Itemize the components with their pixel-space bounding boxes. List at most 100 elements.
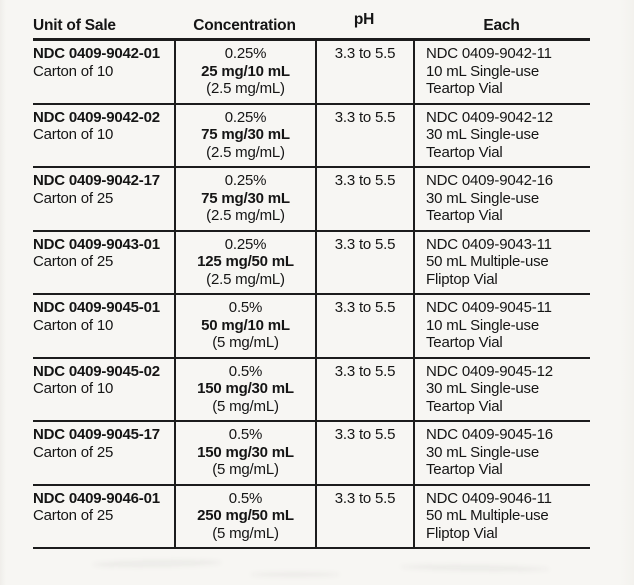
packaging-table: Unit of Sale Concentration pH Each NDC 0…: [33, 4, 590, 549]
scan-smudge: [91, 558, 223, 569]
unit-ndc-code: NDC 0409-9043-01: [33, 235, 160, 253]
column-header-unit-of-sale: Unit of Sale: [33, 17, 116, 34]
each-vial-type: Teartop Vial: [426, 80, 503, 97]
concentration-per-ml: (5 mg/mL): [212, 397, 279, 415]
each-ndc-code: NDC 0409-9045-12: [426, 362, 553, 380]
ph-cell: 3.3 to 5.5: [315, 358, 413, 420]
concentration-per-ml: (5 mg/mL): [212, 461, 279, 478]
ph-cell: 3.3 to 5.5: [315, 422, 413, 484]
table-row: NDC 0409-9045-17 Carton of 25 0.5% 150 m…: [33, 422, 590, 486]
each-ndc-code: NDC 0409-9042-16: [426, 172, 553, 189]
concentration-cell: 0.5% 250 mg/50 mL (5 mg/mL): [174, 485, 315, 547]
unit-ndc-code: NDC 0409-9042-17: [33, 172, 160, 189]
each-ndc-code: NDC 0409-9042-11: [426, 45, 552, 62]
each-cell: NDC 0409-9042-11 10 mL Single-use Tearto…: [413, 41, 590, 103]
unit-of-sale-cell: NDC 0409-9045-01 Carton of 10: [33, 295, 174, 357]
each-vial-type: Teartop Vial: [426, 397, 503, 415]
each-cell: NDC 0409-9045-12 30 mL Single-use Tearto…: [413, 358, 590, 420]
each-ndc-code: NDC 0409-9045-16: [426, 426, 553, 443]
concentration-amount: 25 mg/10 mL: [201, 62, 290, 80]
each-container-size: 10 mL Single-use: [426, 62, 539, 80]
unit-of-sale-cell: NDC 0409-9045-02 Carton of 10: [33, 359, 174, 421]
unit-of-sale-cell: NDC 0409-9045-17 Carton of 25: [33, 422, 174, 484]
concentration-per-ml: (5 mg/mL): [212, 334, 279, 351]
scan-smudge: [250, 572, 340, 577]
concentration-percent: 0.25%: [224, 172, 267, 189]
table-row: NDC 0409-9042-01 Carton of 10 0.25% 25 m…: [33, 41, 590, 105]
unit-ndc-code: NDC 0409-9042-02: [33, 108, 160, 126]
each-vial-type: Teartop Vial: [426, 207, 503, 224]
table-row: NDC 0409-9042-17 Carton of 25 0.25% 75 m…: [33, 168, 590, 232]
table-row: NDC 0409-9045-01 Carton of 10 0.5% 50 mg…: [33, 295, 590, 359]
each-ndc-code: NDC 0409-9045-11: [426, 299, 552, 316]
each-container-size: 50 mL Multiple-use: [426, 253, 549, 270]
unit-ndc-code: NDC 0409-9042-01: [33, 45, 160, 62]
scan-smudge: [399, 563, 551, 573]
unit-of-sale-cell: NDC 0409-9043-01 Carton of 25: [33, 232, 174, 294]
concentration-percent: 0.5%: [228, 362, 263, 380]
concentration-per-ml: (2.5 mg/mL): [206, 143, 285, 161]
column-header-concentration: Concentration: [193, 17, 296, 34]
each-cell: NDC 0409-9045-16 30 mL Single-use Tearto…: [413, 422, 590, 484]
each-cell: NDC 0409-9042-12 30 mL Single-use Tearto…: [413, 104, 590, 166]
concentration-cell: 0.5% 150 mg/30 mL (5 mg/mL): [174, 358, 315, 420]
unit-of-sale-cell: NDC 0409-9042-02 Carton of 10: [33, 105, 174, 167]
concentration-percent: 0.25%: [224, 108, 267, 126]
concentration-amount: 150 mg/30 mL: [197, 380, 294, 397]
each-container-size: 10 mL Single-use: [426, 316, 539, 334]
each-cell: NDC 0409-9043-11 50 mL Multiple-use Flip…: [413, 231, 590, 293]
unit-pack-size: Carton of 25: [33, 253, 114, 270]
ph-cell: 3.3 to 5.5: [315, 168, 413, 230]
concentration-per-ml: (2.5 mg/mL): [206, 207, 285, 224]
unit-of-sale-cell: NDC 0409-9042-17 Carton of 25: [33, 168, 174, 230]
ph-cell: 3.3 to 5.5: [315, 295, 413, 357]
each-vial-type: Fliptop Vial: [426, 270, 498, 288]
concentration-amount: 50 mg/10 mL: [201, 316, 290, 334]
each-container-size: 50 mL Multiple-use: [426, 507, 549, 524]
column-header-ph: pH: [353, 11, 375, 28]
concentration-per-ml: (2.5 mg/mL): [206, 270, 285, 288]
unit-ndc-code: NDC 0409-9045-01: [33, 299, 160, 316]
unit-ndc-code: NDC 0409-9045-17: [33, 426, 160, 443]
unit-of-sale-cell: NDC 0409-9046-01 Carton of 25: [33, 486, 174, 548]
concentration-amount: 150 mg/30 mL: [197, 443, 294, 461]
concentration-cell: 0.25% 125 mg/50 mL (2.5 mg/mL): [174, 231, 315, 293]
concentration-percent: 0.5%: [228, 299, 263, 316]
ph-cell: 3.3 to 5.5: [315, 104, 413, 166]
unit-of-sale-cell: NDC 0409-9042-01 Carton of 10: [33, 41, 174, 103]
each-vial-type: Fliptop Vial: [426, 524, 498, 542]
concentration-per-ml: (5 mg/mL): [212, 524, 279, 542]
ph-cell: 3.3 to 5.5: [315, 41, 413, 103]
concentration-percent: 0.5%: [228, 489, 263, 507]
unit-pack-size: Carton of 10: [33, 62, 114, 80]
each-container-size: 30 mL Single-use: [426, 443, 539, 461]
unit-ndc-code: NDC 0409-9046-01: [33, 489, 160, 507]
concentration-cell: 0.5% 50 mg/10 mL (5 mg/mL): [174, 295, 315, 357]
each-vial-type: Teartop Vial: [426, 461, 503, 478]
concentration-cell: 0.5% 150 mg/30 mL (5 mg/mL): [174, 422, 315, 484]
unit-ndc-code: NDC 0409-9045-02: [33, 362, 160, 380]
table-row: NDC 0409-9042-02 Carton of 10 0.25% 75 m…: [33, 104, 590, 168]
unit-pack-size: Carton of 25: [33, 507, 114, 524]
table-row: NDC 0409-9043-01 Carton of 25 0.25% 125 …: [33, 231, 590, 295]
each-container-size: 30 mL Single-use: [426, 126, 539, 143]
each-cell: NDC 0409-9045-11 10 mL Single-use Tearto…: [413, 295, 590, 357]
table-row: NDC 0409-9045-02 Carton of 10 0.5% 150 m…: [33, 358, 590, 422]
each-vial-type: Teartop Vial: [426, 334, 503, 351]
concentration-percent: 0.25%: [224, 235, 267, 253]
each-ndc-code: NDC 0409-9042-12: [426, 108, 553, 126]
each-container-size: 30 mL Single-use: [426, 189, 539, 207]
each-cell: NDC 0409-9046-11 50 mL Multiple-use Flip…: [413, 485, 590, 547]
unit-pack-size: Carton of 10: [33, 380, 114, 397]
each-vial-type: Teartop Vial: [426, 143, 503, 161]
concentration-cell: 0.25% 75 mg/30 mL (2.5 mg/mL): [174, 104, 315, 166]
concentration-amount: 125 mg/50 mL: [197, 253, 294, 270]
column-header-each: Each: [483, 17, 520, 34]
concentration-amount: 250 mg/50 mL: [197, 507, 294, 524]
unit-pack-size: Carton of 10: [33, 126, 114, 143]
concentration-percent: 0.5%: [228, 426, 263, 443]
concentration-percent: 0.25%: [224, 45, 267, 62]
ph-cell: 3.3 to 5.5: [315, 485, 413, 547]
concentration-amount: 75 mg/30 mL: [201, 126, 290, 143]
